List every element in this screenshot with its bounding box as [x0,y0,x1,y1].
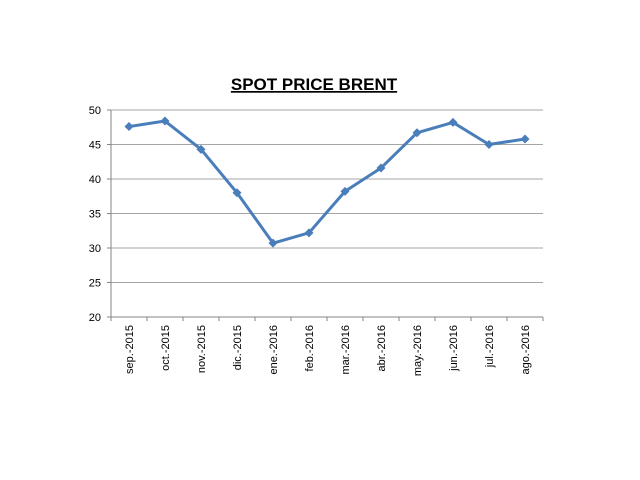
data-point [412,128,422,138]
x-tick-label: ene.-2016 [268,325,280,375]
x-tick-label: oct.-2015 [160,325,172,371]
data-line [128,119,526,245]
data-point [232,188,242,198]
data-point [448,117,458,127]
x-tick-label: may.-2016 [412,325,424,376]
y-tick-label: 40 [89,174,101,186]
data-point [520,134,530,144]
x-tick-label: nov.-2015 [196,325,208,373]
y-tick-label: 25 [89,278,101,290]
data-point [160,116,170,126]
data-point [340,186,350,196]
data-point [484,140,494,149]
y-tick-label: 35 [89,209,101,221]
x-tick-label: ago.-2016 [520,325,532,375]
x-tick-label: abr.-2016 [376,325,388,371]
data-point [268,238,278,248]
x-tick-label: jun.-2016 [448,325,460,372]
chart-title: SPOT PRICE BRENT [231,75,398,94]
data-point [376,163,386,173]
x-tick-label: sep.-2015 [124,325,136,374]
x-tick-label: feb.-2016 [304,325,316,371]
x-tick-label: jul.-2016 [484,325,496,368]
data-point [304,228,314,238]
data-point [124,122,134,132]
y-tick-label: 30 [89,243,101,255]
x-tick-label: mar.-2016 [340,325,352,375]
y-tick-label: 45 [89,140,101,152]
x-tick-label: dic.-2015 [232,325,244,370]
data-point [196,144,206,154]
y-tick-label: 20 [89,312,101,324]
y-tick-label: 50 [89,105,101,117]
